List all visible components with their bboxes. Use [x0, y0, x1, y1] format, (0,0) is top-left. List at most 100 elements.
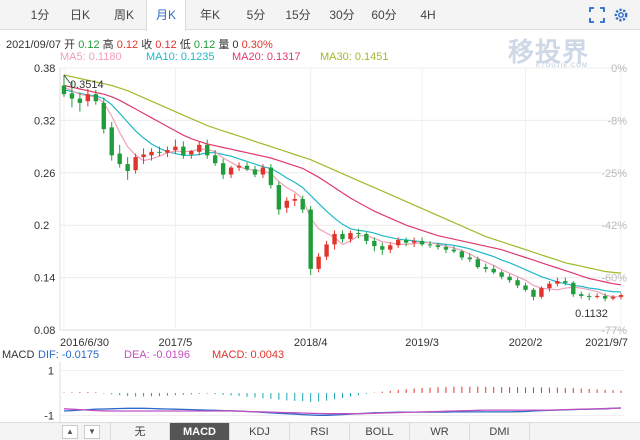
- candle: [141, 148, 146, 165]
- candle: [435, 242, 441, 250]
- candle-body: [419, 240, 425, 245]
- indicator-tab-boll[interactable]: BOLL: [350, 423, 410, 440]
- pct-tick-label: 0%: [611, 63, 627, 75]
- candle: [332, 230, 337, 250]
- candle-body: [594, 295, 600, 297]
- candle: [491, 265, 496, 275]
- candle: [372, 237, 377, 252]
- candle-body: [212, 155, 218, 164]
- candle-body: [388, 245, 393, 250]
- macd-lines: [63, 407, 622, 416]
- candlestick-chart[interactable]: 0.38 0% 0.32 -8% 0.26 -25% 0.2 -42% 0.14 -60% 0.08…: [0, 56, 640, 350]
- tab-1min[interactable]: 1分: [30, 8, 50, 22]
- candle: [173, 139, 178, 154]
- candle-body: [443, 247, 449, 250]
- x-tick-label: 2019/3: [405, 337, 439, 349]
- macd-axis-labels: 1 -1: [44, 366, 54, 423]
- candle: [220, 158, 226, 179]
- candle: [61, 74, 67, 97]
- tab-monthly[interactable]: 月K: [146, 0, 186, 31]
- volume-label: 量: [218, 39, 230, 51]
- indicator-tab-none[interactable]: 无: [110, 423, 170, 440]
- tab-4h[interactable]: 4H: [420, 8, 436, 22]
- candle: [276, 181, 282, 215]
- ma20-line: [63, 84, 622, 286]
- open-value: 0.12: [78, 39, 100, 51]
- watermark-logo: 移投界 ETOUJIE.COM: [508, 32, 598, 72]
- candle-body: [555, 281, 560, 284]
- macd-chart[interactable]: 1 -1: [0, 362, 640, 422]
- low-label: 低: [179, 39, 191, 51]
- tab-yearly[interactable]: 年K: [199, 8, 220, 22]
- candle: [467, 253, 473, 262]
- candle: [618, 293, 624, 300]
- candle-body: [602, 295, 608, 299]
- candle: [212, 150, 218, 166]
- tab-60min[interactable]: 60分: [371, 8, 397, 22]
- candle: [300, 195, 305, 213]
- period-tab-bar: 1分 日K 周K 月K 年K 5分 15分 30分 60分 4H: [0, 0, 640, 31]
- candle-body: [276, 185, 282, 210]
- candle-body: [101, 102, 106, 130]
- tab-30min[interactable]: 30分: [329, 8, 355, 22]
- tab-daily[interactable]: 日K: [69, 8, 90, 22]
- max-price-label: 0.3514: [70, 79, 104, 91]
- max-price-pointer: [63, 74, 71, 84]
- candle-body: [427, 244, 433, 246]
- candle-body: [483, 267, 488, 269]
- candle-body: [260, 167, 266, 175]
- candle: [284, 197, 289, 213]
- candle: [411, 237, 417, 248]
- candle-body: [411, 240, 417, 243]
- pct-tick-label: -25%: [601, 168, 627, 180]
- high-value: 0.12: [116, 39, 139, 51]
- candle-body: [531, 289, 536, 297]
- candle-body: [197, 144, 202, 152]
- candle-body: [380, 246, 385, 250]
- candle: [523, 282, 528, 292]
- candle: [403, 237, 409, 247]
- candle: [125, 157, 130, 180]
- indicator-tab-dmi[interactable]: DMI: [470, 423, 530, 440]
- candle-body: [459, 251, 465, 258]
- candle: [555, 277, 560, 287]
- gear-icon[interactable]: [612, 6, 630, 24]
- tab-5min[interactable]: 5分: [246, 8, 266, 22]
- candle: [443, 244, 449, 254]
- pct-tick-label: -60%: [601, 273, 627, 285]
- indicator-tab-kdj[interactable]: KDJ: [230, 423, 290, 440]
- ma5-line: [63, 86, 621, 298]
- candle: [117, 144, 122, 168]
- indicator-tab-rsi[interactable]: RSI: [290, 423, 350, 440]
- indicator-bar: ▲ ▼ 无 MACD KDJ RSI BOLL WR DMI: [0, 422, 640, 440]
- x-tick-label: 2017/5: [159, 337, 193, 349]
- candle-body: [109, 127, 114, 156]
- tab-15min[interactable]: 15分: [285, 8, 311, 22]
- candle-body: [579, 294, 584, 296]
- open-label: 开: [64, 39, 76, 51]
- indicator-tab-macd[interactable]: MACD: [170, 423, 230, 440]
- scroll-up-button[interactable]: ▲: [62, 425, 78, 439]
- candle: [292, 193, 297, 206]
- candle-body: [292, 199, 297, 201]
- macd-macd-value: MACD: 0.0043: [212, 349, 285, 361]
- candle: [268, 164, 274, 189]
- low-value: 0.12: [193, 39, 216, 51]
- logo-text: 移投界: [508, 38, 590, 68]
- candle: [459, 249, 465, 261]
- candle: [260, 164, 266, 179]
- candle: [579, 291, 584, 299]
- candle: [499, 270, 504, 280]
- candle: [69, 81, 75, 108]
- candle: [316, 253, 321, 273]
- candle: [396, 237, 401, 248]
- candle: [157, 146, 162, 157]
- scroll-down-button[interactable]: ▼: [84, 425, 100, 439]
- candle: [451, 246, 457, 254]
- candle: [244, 162, 250, 172]
- tab-weekly[interactable]: 周K: [113, 8, 134, 22]
- fullscreen-icon[interactable]: [588, 6, 606, 24]
- candle-body: [340, 233, 345, 240]
- candle-body: [547, 283, 552, 289]
- indicator-tab-wr[interactable]: WR: [410, 423, 470, 440]
